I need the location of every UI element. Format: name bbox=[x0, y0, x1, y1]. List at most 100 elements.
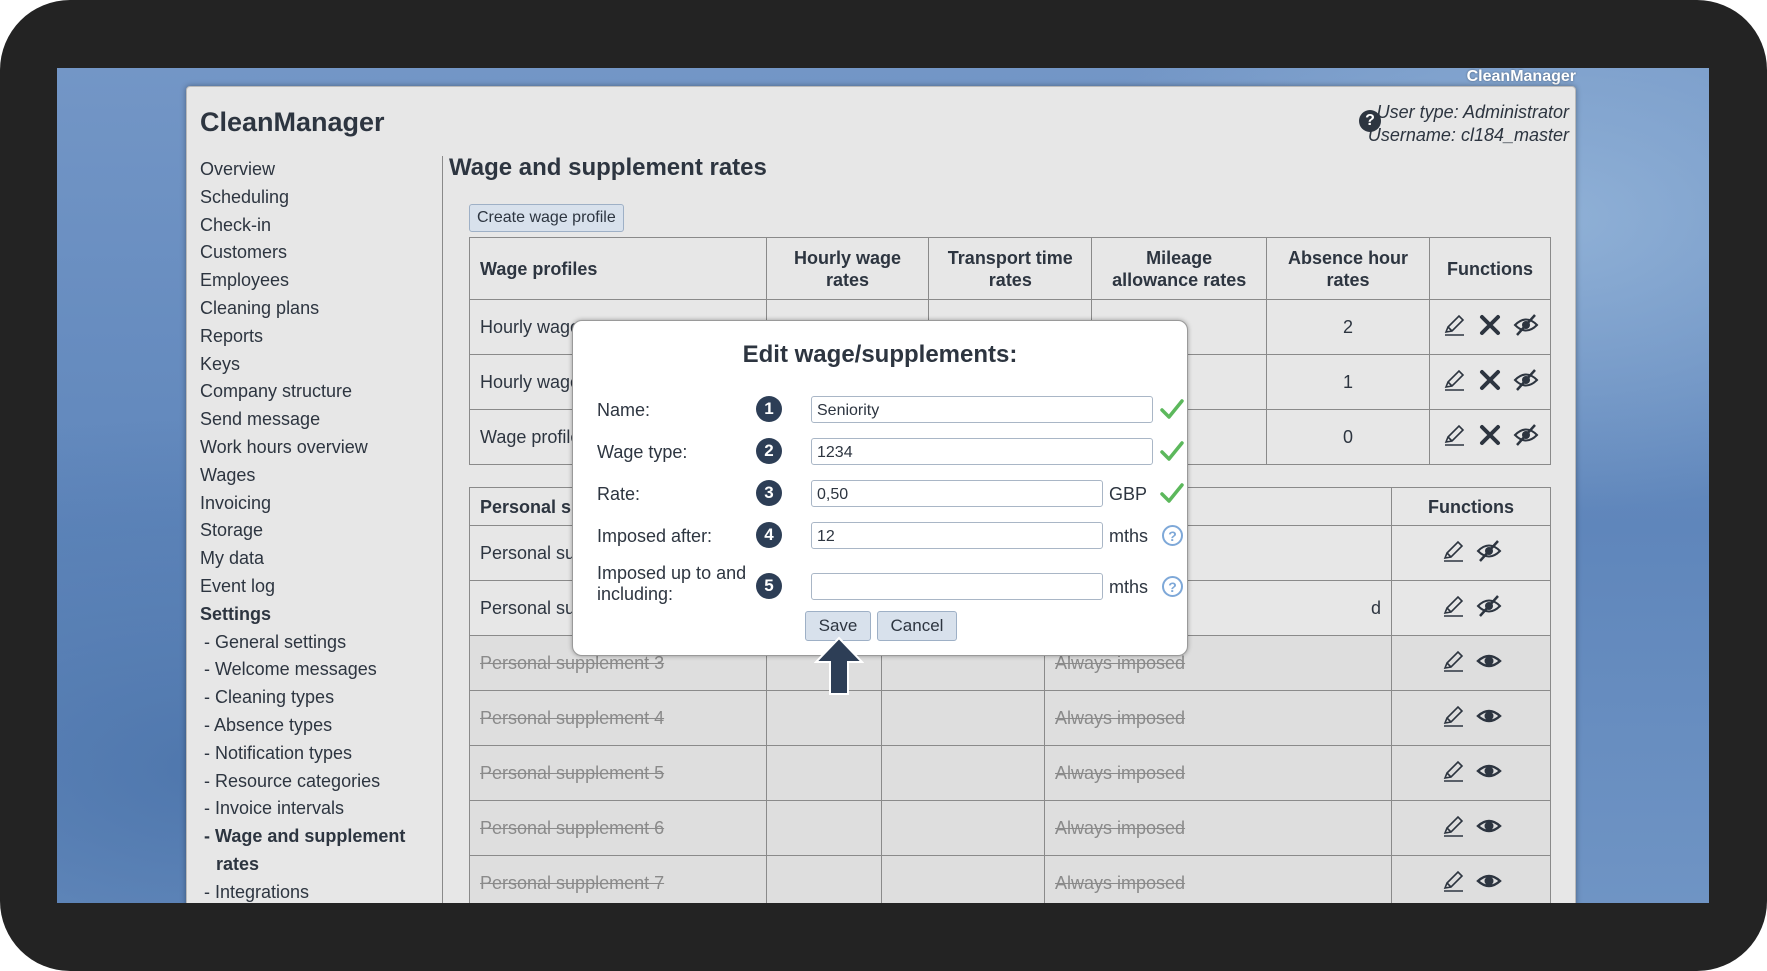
supplement-name: Personal supplement 5 bbox=[469, 745, 767, 801]
pencil-icon[interactable] bbox=[1440, 311, 1468, 339]
pencil-icon[interactable] bbox=[1439, 812, 1467, 840]
pencil-icon[interactable] bbox=[1440, 366, 1468, 394]
user-type: User type: Administrator bbox=[1376, 102, 1569, 122]
username: Username: cl184_master bbox=[1367, 125, 1569, 145]
row-functions bbox=[1391, 635, 1551, 691]
pencil-icon[interactable] bbox=[1440, 421, 1468, 449]
sidebar-item-scheduling[interactable]: Scheduling bbox=[200, 186, 290, 207]
row-functions bbox=[1391, 525, 1551, 581]
table-row: Personal supplement 5 Always imposed bbox=[469, 745, 1551, 801]
eye-icon[interactable] bbox=[1475, 702, 1503, 730]
pencil-icon[interactable] bbox=[1439, 702, 1467, 730]
sidebar-item-wage-and-supplement-rates[interactable]: - Wage and supplement bbox=[204, 826, 406, 847]
table-row: Personal supplement 7 Always imposed bbox=[469, 855, 1551, 903]
col-header-hourly-wage-rates: Hourly wage rates bbox=[765, 237, 930, 300]
help-icon[interactable]: ? bbox=[1162, 525, 1183, 546]
delete-icon[interactable] bbox=[1476, 421, 1504, 449]
row-functions bbox=[1391, 690, 1551, 746]
sidebar-item-check-in[interactable]: Check-in bbox=[200, 214, 272, 235]
imposed-up-to-input[interactable] bbox=[811, 573, 1103, 600]
sidebar-item-cleaning-types[interactable]: - Cleaning types bbox=[204, 687, 335, 708]
field-row-imposed-after: Imposed after: 4 12 mths ? bbox=[597, 521, 1183, 551]
cancel-button[interactable]: Cancel bbox=[877, 611, 957, 641]
supplement-name: Personal supplement 4 bbox=[469, 690, 767, 746]
sidebar-item-reports[interactable]: Reports bbox=[200, 325, 264, 346]
pencil-icon[interactable] bbox=[1439, 647, 1467, 675]
sidebar-item-employees[interactable]: Employees bbox=[200, 270, 290, 291]
supplement-imposed: Always imposed bbox=[1044, 745, 1392, 801]
supplement-imposed: Always imposed bbox=[1044, 690, 1392, 746]
pencil-icon[interactable] bbox=[1439, 867, 1467, 895]
eye-hidden-icon[interactable] bbox=[1475, 537, 1503, 565]
field-row-rate: Rate: 3 0,50 GBP bbox=[597, 479, 1184, 509]
sidebar-item-cleaning-plans[interactable]: Cleaning plans bbox=[200, 297, 320, 318]
sidebar-divider bbox=[442, 156, 443, 903]
app-title: CleanManager bbox=[200, 107, 385, 137]
eye-hidden-icon[interactable] bbox=[1512, 366, 1540, 394]
eye-hidden-icon[interactable] bbox=[1512, 311, 1540, 339]
col-header-wage-profiles: Wage profiles bbox=[469, 237, 767, 300]
row-functions bbox=[1391, 580, 1551, 636]
field-row-imposed-up-to: Imposed up to and including: 5 mths ? bbox=[597, 561, 1183, 607]
pencil-icon[interactable] bbox=[1439, 592, 1467, 620]
col-header-functions: Functions bbox=[1391, 487, 1551, 526]
absence-rate-count: 0 bbox=[1266, 409, 1430, 465]
wage-type-input[interactable]: 1234 bbox=[811, 438, 1153, 465]
sidebar-item-notification-types[interactable]: - Notification types bbox=[204, 742, 353, 763]
sidebar-item-absence-types[interactable]: - Absence types bbox=[204, 714, 333, 735]
pencil-icon[interactable] bbox=[1439, 537, 1467, 565]
sidebar-item-resource-categories[interactable]: - Resource categories bbox=[204, 770, 381, 791]
sidebar-item-wages[interactable]: Wages bbox=[200, 464, 256, 485]
pencil-icon[interactable] bbox=[1439, 757, 1467, 785]
eye-icon[interactable] bbox=[1475, 812, 1503, 840]
sidebar-item-integrations[interactable]: - Integrations bbox=[204, 881, 310, 902]
personal-supplements-table: Personal s Functions Personal su d bbox=[469, 487, 1551, 903]
supplement-imposed: Always imposed bbox=[1044, 855, 1392, 903]
delete-icon[interactable] bbox=[1476, 311, 1504, 339]
imposed-up-to-label: Imposed up to and including: bbox=[597, 563, 747, 604]
edit-wage-dialog: Edit wage/supplements: Name: 1 Seniority… bbox=[572, 320, 1188, 656]
sidebar-item-event-log[interactable]: Event log bbox=[200, 575, 276, 596]
name-input[interactable]: Seniority bbox=[811, 396, 1153, 423]
sidebar-item-company-structure[interactable]: Company structure bbox=[200, 381, 353, 402]
sidebar-item-keys[interactable]: Keys bbox=[200, 353, 241, 374]
row-functions bbox=[1391, 855, 1551, 903]
sidebar-item-my-data[interactable]: My data bbox=[200, 548, 265, 569]
months-unit: mths bbox=[1109, 526, 1149, 546]
row-functions bbox=[1429, 409, 1551, 465]
create-wage-profile-button[interactable]: Create wage profile bbox=[469, 204, 624, 232]
sidebar-item-storage[interactable]: Storage bbox=[200, 520, 264, 541]
sidebar-item-invoicing[interactable]: Invoicing bbox=[200, 492, 272, 513]
sidebar-item-invoice-intervals[interactable]: - Invoice intervals bbox=[204, 798, 345, 819]
delete-icon[interactable] bbox=[1476, 366, 1504, 394]
imposed-after-label: Imposed after: bbox=[597, 526, 713, 546]
sidebar: Overview Scheduling Check-in Customers E… bbox=[200, 156, 430, 903]
sidebar-item-wage-and-supplement-rates-cont[interactable]: rates bbox=[216, 853, 260, 874]
col-header-functions: Functions bbox=[1429, 237, 1551, 300]
row-functions bbox=[1429, 354, 1551, 410]
rate-input[interactable]: 0,50 bbox=[811, 480, 1103, 507]
eye-hidden-icon[interactable] bbox=[1512, 421, 1540, 449]
sidebar-item-welcome-messages[interactable]: - Welcome messages bbox=[204, 659, 377, 680]
step-badge: 3 bbox=[756, 480, 782, 506]
sidebar-item-settings[interactable]: Settings bbox=[200, 603, 272, 624]
sidebar-item-overview[interactable]: Overview bbox=[200, 159, 276, 179]
supplement-name: Personal supplement 7 bbox=[469, 855, 767, 903]
eye-icon[interactable] bbox=[1475, 867, 1503, 895]
sidebar-item-general-settings[interactable]: - General settings bbox=[204, 631, 347, 652]
sidebar-item-customers[interactable]: Customers bbox=[200, 242, 288, 263]
row-functions bbox=[1429, 299, 1551, 355]
check-icon bbox=[1160, 399, 1184, 419]
eye-icon[interactable] bbox=[1475, 757, 1503, 785]
table-row: Personal supplement 4 Always imposed bbox=[469, 690, 1551, 746]
imposed-after-input[interactable]: 12 bbox=[811, 522, 1103, 549]
sidebar-item-send-message[interactable]: Send message bbox=[200, 409, 321, 430]
help-icon[interactable]: ? bbox=[1162, 576, 1183, 597]
eye-hidden-icon[interactable] bbox=[1475, 592, 1503, 620]
eye-icon[interactable] bbox=[1475, 647, 1503, 675]
step-badge: 5 bbox=[756, 573, 782, 599]
save-button[interactable]: Save bbox=[805, 611, 871, 641]
sidebar-item-work-hours-overview[interactable]: Work hours overview bbox=[200, 436, 368, 457]
help-icon[interactable]: ? bbox=[1359, 110, 1381, 132]
field-row-name: Name: 1 Seniority bbox=[597, 395, 1184, 425]
